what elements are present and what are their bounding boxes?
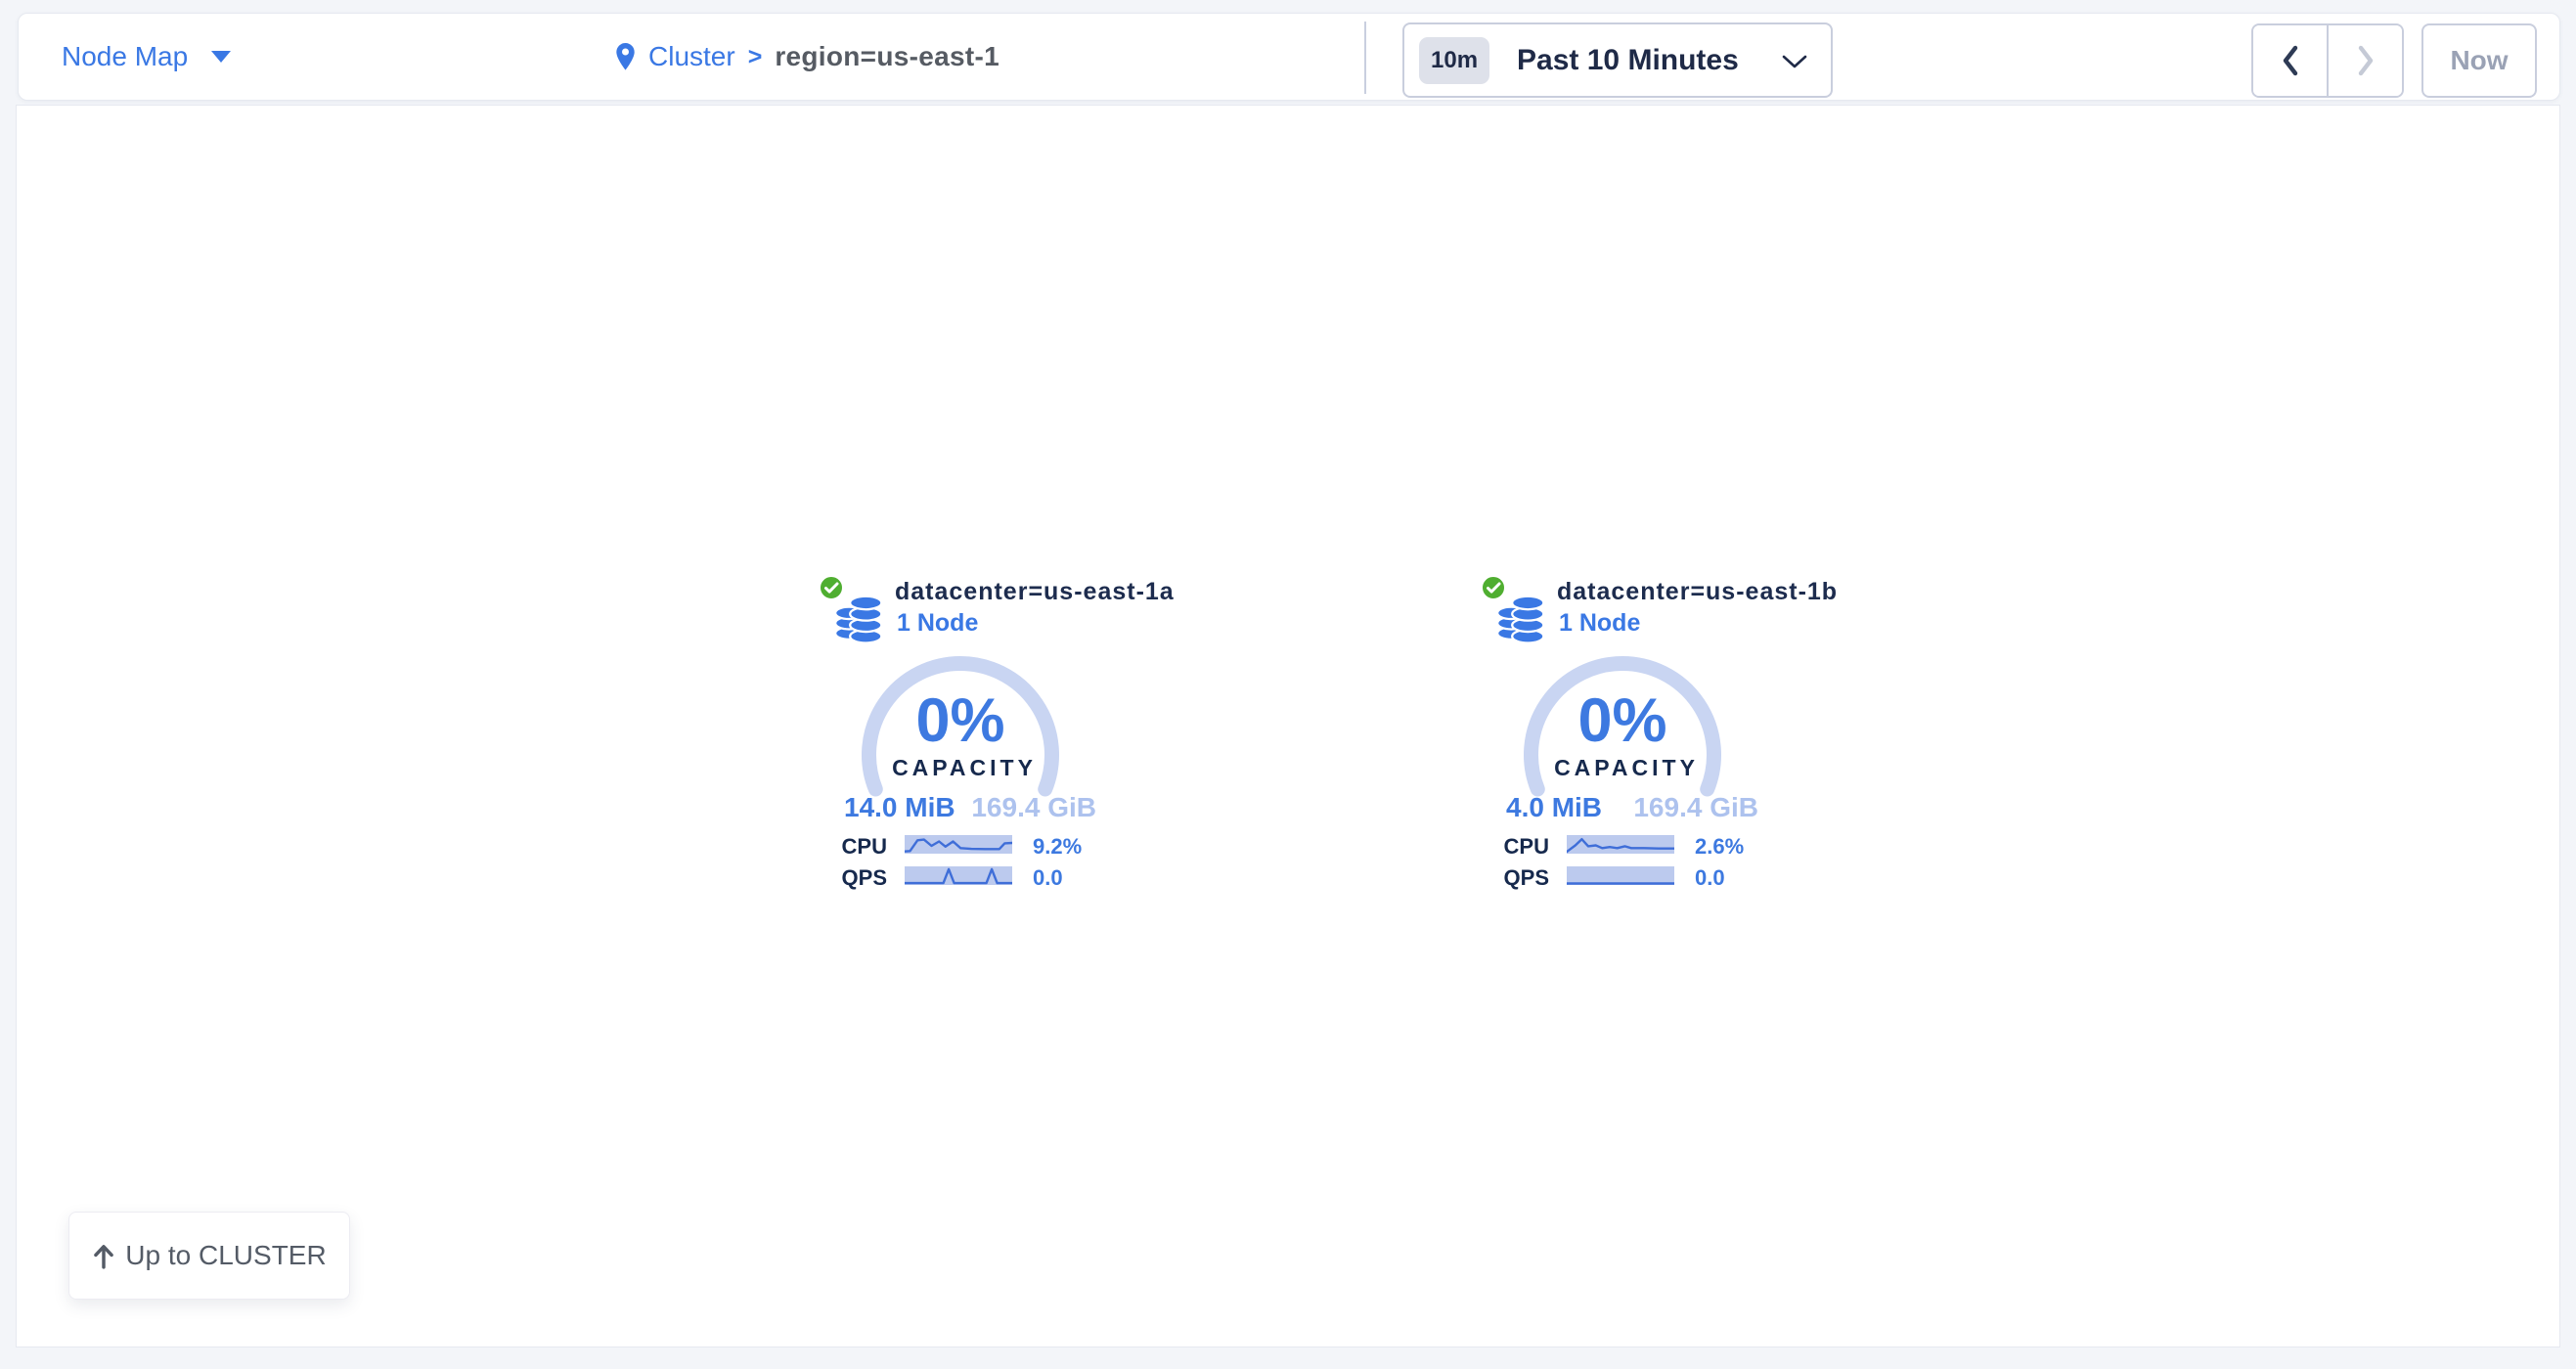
node-count-link[interactable]: 1 Node [1559, 609, 1641, 637]
capacity-values: 14.0 MiB 169.4 GiB [844, 792, 1096, 823]
qps-value: 0.0 [1695, 865, 1725, 890]
capacity-label: CAPACITY [1554, 755, 1699, 780]
time-next-button[interactable] [2329, 25, 2402, 96]
qps-sparkline [905, 866, 1012, 885]
cpu-label: CPU [841, 834, 887, 859]
map-pin-icon [616, 43, 635, 70]
arrow-up-icon [94, 1245, 114, 1269]
capacity-values: 4.0 MiB 169.4 GiB [1506, 792, 1758, 823]
datacenter-name: datacenter=us-east-1b [1557, 578, 1839, 605]
now-button[interactable]: Now [2421, 23, 2537, 98]
capacity-used: 4.0 MiB [1506, 792, 1603, 822]
capacity-percent: 0% [915, 686, 1005, 755]
capacity-gauge [1524, 656, 1721, 797]
cpu-value: 9.2% [1033, 834, 1083, 859]
capacity-used: 14.0 MiB [844, 792, 955, 822]
node-map-canvas [16, 105, 2560, 1347]
qps-label: QPS [841, 865, 887, 890]
time-nav-group [2251, 23, 2404, 98]
breadcrumb: Cluster > region=us-east-1 [615, 14, 999, 100]
breadcrumb-cluster-link[interactable]: Cluster [648, 41, 735, 71]
view-selector-dropdown[interactable]: Node Map [62, 14, 232, 100]
chevron-down-icon [1782, 55, 1807, 68]
capacity-label: CAPACITY [892, 755, 1037, 780]
datacenter-card-us-east-1a[interactable]: datacenter=us-east-1a 1 Node 0% CAPACITY… [818, 574, 1174, 890]
qps-value: 0.0 [1033, 865, 1063, 890]
cpu-value: 2.6% [1695, 834, 1745, 859]
capacity-total: 169.4 GiB [1633, 792, 1758, 822]
database-stack-icon [834, 595, 883, 643]
healthy-check-icon [1480, 574, 1507, 601]
qps-sparkline [1567, 866, 1674, 885]
datacenter-card-us-east-1b[interactable]: datacenter=us-east-1b 1 Node 0% CAPACITY… [1480, 574, 1837, 890]
datacenter-name: datacenter=us-east-1a [895, 578, 1175, 605]
capacity-gauge [862, 656, 1059, 797]
time-range-select[interactable]: 10m Past 10 Minutes [1402, 22, 1833, 98]
chevron-left-icon [2283, 45, 2297, 76]
cpu-sparkline [905, 835, 1012, 854]
qps-label: QPS [1503, 865, 1549, 890]
up-to-cluster-label: Up to CLUSTER [125, 1240, 327, 1270]
capacity-total: 169.4 GiB [971, 792, 1096, 822]
chevron-right-icon [2358, 45, 2373, 76]
time-range-badge: 10m [1419, 36, 1490, 84]
node-count-link[interactable]: 1 Node [897, 609, 979, 637]
time-prev-button[interactable] [2253, 25, 2329, 96]
time-range-label: Past 10 Minutes [1517, 43, 1739, 76]
cpu-label: CPU [1503, 834, 1549, 859]
up-to-cluster-button[interactable]: Up to CLUSTER [68, 1212, 350, 1300]
breadcrumb-separator: > [747, 42, 763, 70]
database-stack-icon [1496, 595, 1545, 643]
breadcrumb-current: region=us-east-1 [775, 41, 999, 71]
header-bar: Node Map Cluster > region=us-east-1 10m … [18, 13, 2560, 101]
capacity-percent: 0% [1577, 686, 1667, 755]
caret-down-icon [211, 51, 232, 63]
healthy-check-icon [818, 574, 845, 601]
view-selector-label: Node Map [62, 41, 189, 71]
header-divider [1364, 22, 1366, 94]
cpu-sparkline [1567, 835, 1674, 854]
